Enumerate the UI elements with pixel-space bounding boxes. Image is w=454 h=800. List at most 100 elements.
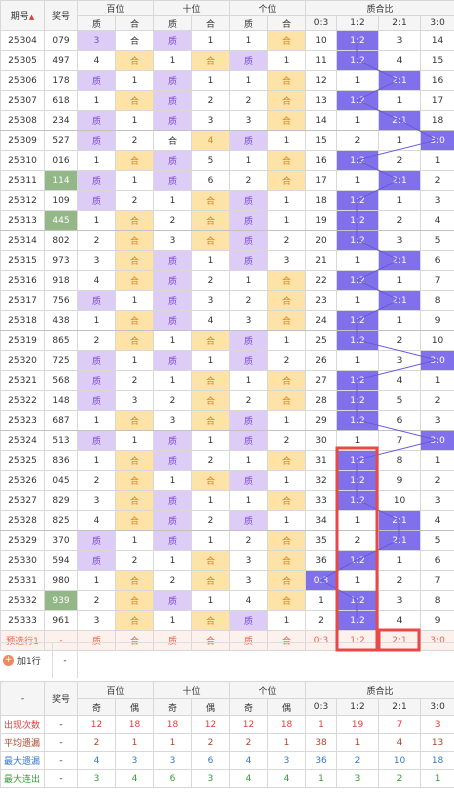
trend-cell: 质 xyxy=(77,530,116,551)
trend-cell: 1:2 xyxy=(336,90,380,111)
trend-cell: 合 xyxy=(267,90,307,111)
trend-cell: 1 xyxy=(153,330,193,351)
prize-number-cell: 865 xyxy=(44,330,78,351)
period-cell: 25327 xyxy=(0,490,45,511)
trend-cell: 19 xyxy=(305,210,338,231)
trend-cell: 3 xyxy=(229,110,269,131)
add-row-button[interactable]: + 加1行 xyxy=(0,643,53,678)
trend-cell: 1 xyxy=(114,110,155,131)
trend-cell: 合 xyxy=(267,290,307,311)
stats-label: 出现次数 xyxy=(0,715,45,734)
trend-cell: 质 xyxy=(229,430,269,451)
period-header[interactable]: 期号▲ xyxy=(0,0,45,31)
trend-cell: 1 xyxy=(229,490,269,511)
trend-cell: 1 xyxy=(77,310,116,331)
trend-cell: 1 xyxy=(229,70,269,91)
trend-cell: 质 xyxy=(229,190,269,211)
trend-cell: 合 xyxy=(114,510,155,531)
trend-cell: 2 xyxy=(153,210,193,231)
stats-sub-header-cell: 奇 xyxy=(229,698,269,716)
trend-cell: 4 xyxy=(77,510,116,531)
stats-value: 3 xyxy=(191,769,231,788)
trend-cell: 2 xyxy=(77,470,116,491)
trend-cell: 2 xyxy=(229,90,269,111)
trend-cell: 1 xyxy=(267,210,307,231)
trend-cell: 1 xyxy=(77,210,116,231)
predict-cell[interactable]: 3:0 xyxy=(420,630,454,651)
trend-cell: 合 xyxy=(267,30,307,51)
trend-cell: 合 xyxy=(191,190,231,211)
trend-cell: 17 xyxy=(420,90,454,111)
trend-cell: 合 xyxy=(267,170,307,191)
trend-cell: 合 xyxy=(114,150,155,171)
add-row-dash: - xyxy=(53,643,78,678)
trend-cell: 1 xyxy=(191,30,231,51)
stats-value: 12 xyxy=(77,715,116,734)
trend-cell: 3 xyxy=(114,390,155,411)
sub-header-cell: 质 xyxy=(229,15,269,31)
trend-cell: 9 xyxy=(420,310,454,331)
predict-cell[interactable]: 合 xyxy=(191,630,231,651)
trend-cell: 3:0 xyxy=(420,430,454,451)
table-row: 25308 234 质 1 质 3 3 合 14 1 2:1 18 xyxy=(0,110,454,131)
stats-value: 2 xyxy=(191,733,231,752)
trend-cell: 合 xyxy=(114,30,155,51)
period-cell: 25312 xyxy=(0,190,45,211)
sub-header-cell: 质 xyxy=(153,15,193,31)
trend-cell: 合 xyxy=(267,390,307,411)
prize-header: 奖号 xyxy=(44,0,78,31)
trend-cell: 3 xyxy=(77,490,116,511)
period-cell: 25313 xyxy=(0,210,45,231)
stats-value: 7 xyxy=(378,715,422,734)
trend-cell: 1 xyxy=(229,30,269,51)
stats-value: 19 xyxy=(336,715,380,734)
stats-value: 2 xyxy=(336,751,380,770)
trend-cell: 1 xyxy=(229,270,269,291)
trend-cell: 22 xyxy=(305,270,338,291)
trend-cell: 2 xyxy=(305,610,338,631)
trend-cell: 质 xyxy=(229,510,269,531)
trend-cell: 1:2 xyxy=(336,190,380,211)
trend-cell: 2 xyxy=(267,430,307,451)
trend-cell: 1 xyxy=(114,170,155,191)
trend-cell: 合 xyxy=(191,230,231,251)
trend-cell: 合 xyxy=(114,470,155,491)
prize-number-cell: 961 xyxy=(44,610,78,631)
sort-icon[interactable]: ▲ xyxy=(28,13,35,21)
prize-number-cell: 109 xyxy=(44,190,78,211)
table-row: 25310 016 1 合质 5 1 合 16 1:2 2 1 xyxy=(0,150,454,171)
stats-dash: - xyxy=(44,751,78,770)
trend-cell: 1 xyxy=(336,170,380,191)
stats-value: 12 xyxy=(229,715,269,734)
table-row: 25305 497 4 合 1 合质 1 11 1:2 4 15 xyxy=(0,50,454,71)
trend-cell: 13 xyxy=(305,90,338,111)
period-cell: 25333 xyxy=(0,610,45,631)
trend-cell: 1:2 xyxy=(336,410,380,431)
trend-cell: 36 xyxy=(305,550,338,571)
table-row: 25326 045 2 合 1 合质 1 32 1:2 9 2 xyxy=(0,470,454,491)
table-row: 25314 802 2 合 3 合质 2 20 1:2 3 5 xyxy=(0,230,454,251)
trend-cell: 10 xyxy=(305,30,338,51)
predict-cell[interactable]: 0:3 xyxy=(305,630,338,651)
trend-cell: 32 xyxy=(305,470,338,491)
trend-cell: 2 xyxy=(114,550,155,571)
trend-cell: 2 xyxy=(420,470,454,491)
predict-cell[interactable]: 合 xyxy=(114,630,155,651)
stats-value: 4 xyxy=(267,769,307,788)
period-cell: 25330 xyxy=(0,550,45,571)
trend-cell: 质 xyxy=(153,250,193,271)
trend-cell: 质 xyxy=(77,190,116,211)
trend-cell: 1 xyxy=(267,510,307,531)
trend-cell: 4 xyxy=(77,50,116,71)
trend-cell: 6 xyxy=(378,410,422,431)
trend-cell: 质 xyxy=(229,470,269,491)
stats-sub-header-cell: 3:0 xyxy=(420,698,454,716)
stats-value: 2 xyxy=(229,733,269,752)
table-row: 25324 513 质 1 质 1 质 2 30 1 7 3:0 xyxy=(0,430,454,451)
trend-cell: 2 xyxy=(336,130,380,151)
stats-value: 3 xyxy=(336,769,380,788)
stats-value: 4 xyxy=(114,769,155,788)
trend-cell: 1 xyxy=(378,550,422,571)
trend-cell: 质 xyxy=(153,450,193,471)
trend-cell: 合 xyxy=(267,270,307,291)
